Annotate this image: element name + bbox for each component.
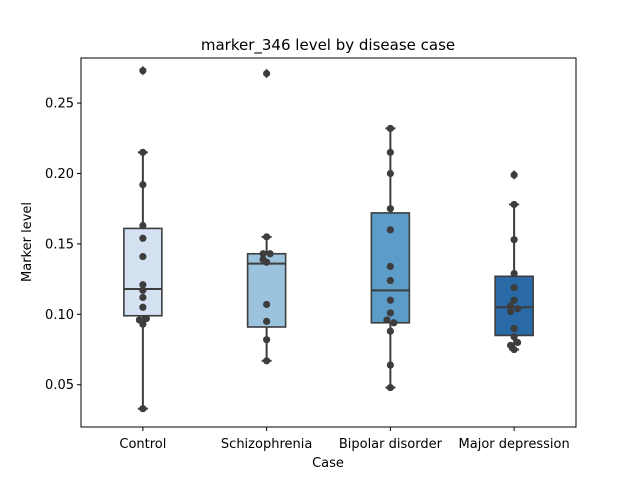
data-point (139, 221, 147, 230)
data-point (386, 226, 394, 234)
data-point (510, 236, 518, 244)
data-point (139, 181, 147, 189)
points-control (135, 67, 150, 413)
data-point (386, 262, 394, 271)
x-tick-label: Schizophrenia (221, 437, 312, 452)
data-point (510, 283, 518, 292)
box-schizophrenia (246, 68, 287, 362)
x-tick-label: Bipolar disorder (339, 437, 443, 452)
data-point (263, 233, 271, 241)
data-point (510, 345, 518, 354)
points-major-depression (507, 171, 522, 354)
data-point (510, 269, 518, 278)
y-tick-label: 0.15 (45, 237, 74, 252)
box-major-depression (494, 169, 534, 351)
data-point (510, 200, 518, 209)
data-point (139, 252, 147, 261)
points-schizophrenia (259, 69, 274, 365)
data-point (386, 169, 394, 178)
data-point (386, 124, 394, 133)
data-point (142, 314, 150, 323)
iqr-box (123, 227, 163, 317)
x-tick-label: Control (119, 437, 166, 452)
chart-title: marker_346 level by disease case (201, 36, 455, 55)
data-point (386, 383, 394, 392)
data-point (266, 250, 274, 258)
data-point (263, 317, 271, 325)
data-point (386, 148, 394, 156)
data-point (263, 258, 271, 266)
box-bipolar-disorder (370, 127, 411, 389)
data-point (514, 305, 522, 313)
data-point (139, 67, 147, 75)
data-point (139, 303, 147, 311)
data-point (386, 296, 394, 304)
data-point (263, 336, 271, 344)
data-point (386, 327, 394, 335)
data-point (139, 320, 147, 328)
y-tick-label: 0.20 (45, 167, 74, 182)
axes-layer: 0.05 0.10 0.15 0.20 0.25 Control Schizophrenia… (45, 57, 577, 452)
y-tick-label: 0.25 (45, 97, 74, 112)
x-tick-label: Major depression (459, 437, 570, 452)
data-point (510, 171, 518, 179)
data-point (139, 286, 147, 294)
data-point (507, 307, 515, 316)
x-axis-label: Case (312, 456, 344, 471)
boxes-layer (123, 65, 534, 410)
points-layer (135, 67, 522, 413)
data-point (510, 333, 518, 341)
data-point (263, 357, 271, 365)
points-bipolar-disorder (383, 124, 398, 392)
plot-frame (80, 57, 577, 428)
data-point (514, 338, 522, 347)
data-point (139, 281, 147, 289)
data-point (139, 234, 147, 242)
data-point (386, 205, 394, 213)
data-point (263, 69, 271, 78)
data-point (510, 324, 518, 333)
data-point (383, 316, 391, 324)
data-point (386, 309, 394, 317)
y-tick-label: 0.05 (45, 378, 74, 393)
data-point (507, 302, 515, 310)
data-point (139, 405, 147, 413)
y-axis-label: Marker level (20, 202, 35, 282)
data-point (386, 361, 394, 369)
data-point (259, 250, 267, 258)
data-point (139, 148, 147, 156)
data-point (263, 300, 271, 309)
data-point (139, 293, 147, 302)
data-point (510, 296, 518, 304)
data-point (390, 319, 398, 327)
y-tick-label: 0.10 (45, 308, 74, 323)
data-point (386, 276, 394, 285)
box-control (123, 65, 163, 410)
